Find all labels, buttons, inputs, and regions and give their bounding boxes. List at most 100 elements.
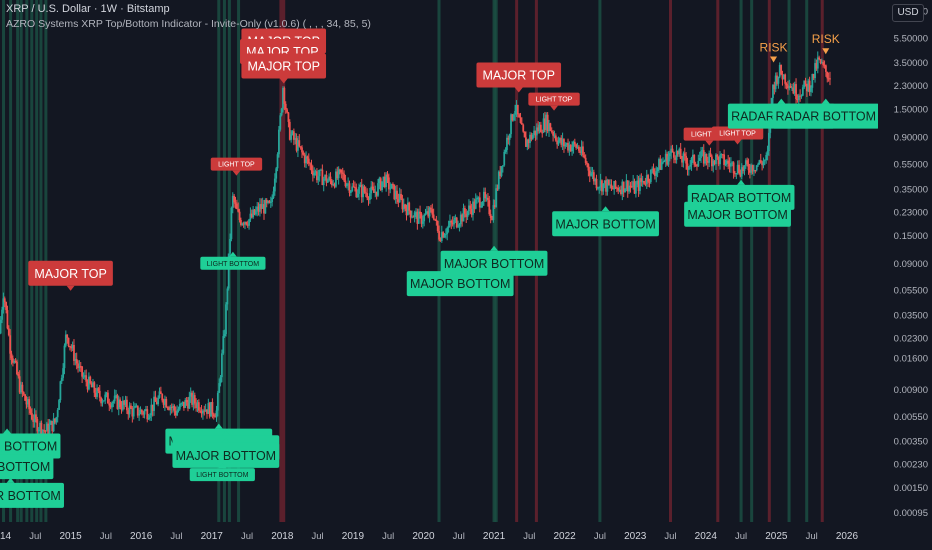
x-tick-label: Jul [382, 531, 394, 542]
candle-body [491, 217, 493, 220]
candle-body [37, 429, 40, 432]
candle-body [102, 400, 105, 402]
candle-body [393, 184, 396, 200]
candle-body [377, 183, 379, 196]
candle-body [819, 59, 822, 64]
candle-body [632, 181, 635, 188]
candle-body [455, 217, 458, 228]
candlesticks [0, 51, 831, 442]
candle-body [740, 167, 743, 177]
candle-body [595, 178, 598, 189]
candle-body [397, 199, 400, 203]
currency-button[interactable]: USD [892, 4, 924, 22]
candle-body [325, 174, 328, 183]
candle-body [79, 366, 82, 368]
candle-body [229, 238, 231, 254]
candle-body [421, 221, 424, 224]
label-pointer [733, 139, 742, 145]
candle-body [523, 131, 526, 138]
candle-body [214, 416, 217, 418]
candle-body [701, 150, 704, 152]
y-tick-label: 0.15000 [894, 231, 928, 242]
candle-body [576, 146, 579, 149]
y-tick-label: 3.50000 [894, 58, 928, 69]
risk-label: RISK [760, 40, 788, 54]
signal-band-bottom [750, 0, 754, 522]
candle-body [168, 407, 170, 410]
candle-body [656, 167, 659, 172]
signal-label-bottom: MAJOR BOTTOM [440, 245, 548, 276]
candle-body [596, 187, 599, 189]
candle-body [191, 392, 193, 405]
candle-body [21, 384, 24, 393]
candle-body [136, 405, 139, 416]
candle-body [131, 408, 134, 417]
label-text: LIGHT BOTTOM [207, 261, 259, 268]
candle-body [432, 214, 435, 219]
x-tick-label: 2017 [201, 531, 224, 542]
candle-body [257, 206, 260, 212]
candle-body [356, 193, 359, 198]
candle-body [40, 422, 43, 436]
label-text: LIGHT TOP [218, 162, 255, 169]
candle-body [434, 218, 436, 220]
candle-body [10, 353, 13, 359]
candle-body [212, 414, 215, 417]
candle-body [640, 178, 643, 183]
x-tick-label: Jul [241, 531, 253, 542]
candle-body [299, 146, 302, 148]
candle-body [510, 114, 512, 135]
candle-body [2, 298, 5, 310]
candle-body [29, 409, 32, 414]
candle-body [149, 415, 151, 419]
candle-body [351, 186, 354, 191]
candle-body [788, 86, 791, 89]
y-tick-label: 0.35000 [894, 184, 928, 195]
candle-body [370, 186, 373, 194]
candle-body [782, 74, 785, 80]
candle-body [113, 395, 116, 402]
candle-body [594, 178, 597, 182]
signal-label-risk: RISK [812, 32, 840, 55]
candle-body [272, 191, 275, 198]
label-box [0, 482, 64, 508]
candle-body [799, 95, 802, 97]
candle-body [115, 395, 117, 397]
candle-body [173, 405, 176, 411]
x-tick-label: 2020 [412, 531, 435, 542]
candle-body [591, 172, 594, 174]
signal-label-top: LIGHT TOP [711, 126, 764, 145]
candle-body [439, 239, 442, 241]
candle-body [184, 399, 187, 408]
candle-body [263, 204, 265, 214]
candle-body [413, 212, 416, 218]
candle-body [161, 393, 164, 401]
candle-body [720, 154, 723, 156]
candle-body [309, 163, 312, 165]
candle-body [468, 205, 470, 212]
label-pointer [228, 251, 237, 257]
chart-symbol-title[interactable]: XRP / U.S. Dollar · 1W · Bitstamp [6, 3, 170, 15]
candle-body [431, 209, 434, 215]
candle-body [13, 360, 16, 363]
indicator-legend[interactable]: AZRO Systems XRP Top/Bottom Indicator - … [6, 18, 371, 30]
candle-body [62, 368, 65, 378]
signal-band-top [279, 0, 283, 522]
candle-body [138, 413, 141, 416]
candle-body [200, 411, 203, 414]
candle-body [829, 78, 831, 80]
candle-body [362, 186, 364, 198]
candle-body [556, 140, 559, 145]
candle-body [193, 395, 196, 404]
label-box [28, 260, 113, 286]
candle-body [153, 396, 155, 411]
candle-body [25, 400, 28, 405]
candle-body [221, 353, 223, 378]
candle-body [545, 114, 548, 131]
candle-body [320, 169, 322, 171]
candle-body [750, 165, 753, 173]
candle-body [185, 399, 188, 403]
candle-body [583, 155, 586, 158]
candle-body [825, 65, 827, 72]
